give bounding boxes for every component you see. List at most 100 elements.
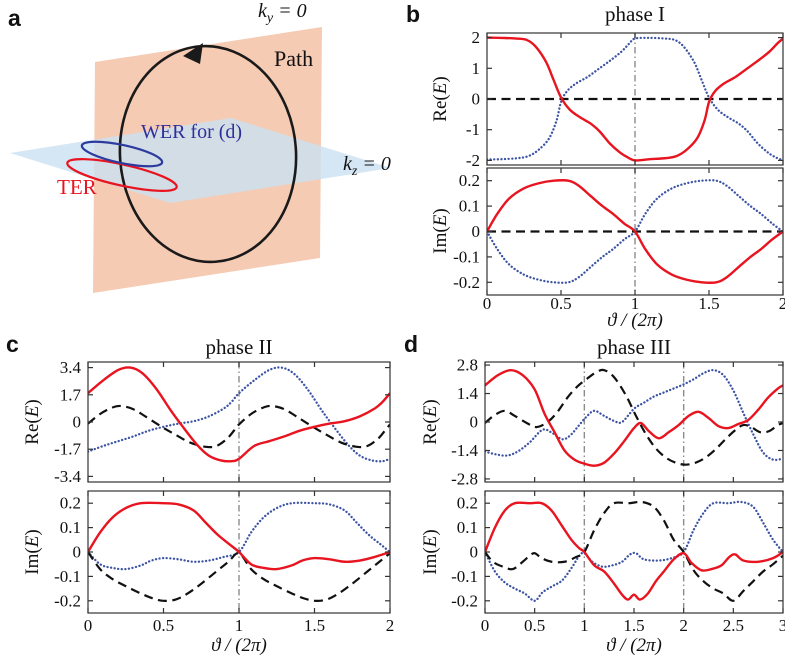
ytick-label-b-im-3: -0.1 [453, 247, 480, 266]
title-phase-2: phase II [205, 335, 273, 359]
xtick-label-c-1: 0.5 [153, 616, 174, 635]
ytick-label-c-re-1: 1.7 [60, 385, 82, 404]
ytick-label-c-re-4: -3.4 [54, 467, 81, 486]
kz-subscript: z [351, 164, 358, 179]
chart-panel-c: 3.41.70-1.7-3.40.20.10-0.1-0.20 0.5 1 1.5 2 [54, 358, 394, 635]
series-c-re-band-red-solid [88, 366, 390, 463]
xlabel-d: ϑ / (2π) [606, 635, 662, 656]
subplot-b-im: 0.20.10-0.1-0.20 0.5 1 1.5 2 [453, 167, 785, 313]
ylabel-b-im: Im(E) [430, 208, 452, 254]
path-arrowhead-icon [183, 43, 203, 64]
ytick-label-b-re-1: 1 [472, 59, 481, 78]
series-c-im-band-red-solid [88, 501, 390, 571]
ky-equation: = 0 [273, 0, 307, 22]
chart-panel-d: 2.81.40-1.4-2.80.20.10-0.1-0.20 0.5 1 1.5 2 2… [451, 356, 785, 635]
panel-a-diagram [10, 27, 391, 293]
series-c-re-band-blue-dotted [88, 366, 390, 463]
ytick-label-b-re-3: -1 [466, 120, 480, 139]
ytick-label-b-re-2: 0 [472, 90, 481, 109]
ytick-label-d-im-4: -0.2 [451, 591, 478, 610]
ytick-label-c-re-2: 0 [73, 413, 82, 432]
subplot-c-re: 3.4 1.7 0 -1.7 -3.4 [54, 358, 391, 486]
wer-label: WER for (d) [141, 121, 243, 143]
series-b-re-band-blue-dotted [487, 36, 783, 162]
tick-marks [486, 33, 784, 165]
xlabel-b: ϑ / (2π) [607, 310, 663, 331]
panel-letter-c: c [6, 331, 19, 357]
ytick-label-d-im-3: -0.1 [451, 567, 478, 586]
xtick-label-c-0: 0 [84, 616, 93, 635]
ytick-label-c-re-3: -1.7 [54, 440, 81, 459]
xtick-label-b-2: 1 [631, 294, 640, 313]
ytick-label-c-im-0: 0.2 [60, 494, 81, 513]
xtick-label-c-3: 1.5 [304, 616, 325, 635]
xtick-label-d-3: 1.5 [623, 616, 644, 635]
wer-ellipse [80, 140, 164, 168]
ytick-label-d-re-3: -1.4 [451, 441, 478, 460]
ylabel-d-im: Im(E) [420, 529, 442, 575]
series-d-re-band-red-solid [485, 368, 783, 467]
xtick-label-d-6: 3 [779, 616, 785, 635]
xtick-label-b-1: 0.5 [550, 294, 571, 313]
subplot-c-im: 0.20.10-0.1-0.20 0.5 1 1.5 2 [54, 490, 395, 635]
chart-panel-b: 210-1-20.20.10-0.1-0.20 0.5 1 1.5 2 [453, 28, 785, 313]
xtick-label-c-4: 2 [386, 616, 395, 635]
series-d-im-band-red-solid [485, 501, 783, 601]
ytick-label-d-re-1: 1.4 [457, 384, 479, 403]
ytick-label-d-im-2: 0 [470, 543, 479, 562]
ytick-label-c-im-3: -0.1 [54, 567, 81, 586]
series-d-im-band-black-dashed [485, 500, 783, 602]
series-b-im-band-red-solid [487, 179, 783, 284]
xtick-label-b-4: 2 [779, 294, 785, 313]
ytick-label-c-im-2: 0 [73, 543, 82, 562]
charts-layer: 210-1-20.20.10-0.1-0.20 0.5 1 1.5 23.41.70-1… [54, 28, 785, 635]
tick-marks [486, 168, 784, 295]
subplot-d-im: 0.20.10-0.1-0.20 0.5 1 1.5 2 2.5 3 [451, 490, 785, 635]
xtick-label-d-5: 2.5 [723, 616, 744, 635]
ky-subscript: y [266, 11, 274, 26]
path-label: Path [274, 46, 314, 71]
kz-equals-zero-label: kz = 0 [343, 154, 391, 180]
ytick-label-b-im-1: 0.1 [459, 197, 480, 216]
ylabel-d-re: Re(E) [420, 399, 442, 445]
ytick-label-d-re-4: -2.8 [451, 469, 478, 488]
ytick-label-b-im-2: 0 [472, 222, 481, 241]
ytick-label-c-re-0: 3.4 [60, 358, 82, 377]
ytick-label-b-re-4: -2 [466, 151, 480, 170]
kz-equation: = 0 [357, 153, 391, 175]
panel-letter-a: a [8, 5, 21, 31]
ytick-label-d-re-0: 2.8 [457, 356, 478, 375]
subplot-b-re: 2 1 0 -1 -2 [466, 28, 784, 170]
ylabel-c-im: Im(E) [22, 529, 44, 575]
axes-box-d-re [484, 361, 784, 483]
kz-symbol: k [343, 153, 352, 175]
panel-letter-d: d [404, 331, 419, 357]
xtick-label-d-0: 0 [481, 616, 490, 635]
series-d-im-band-blue-dotted [485, 500, 783, 602]
tick-marks [484, 362, 784, 482]
ytick-label-d-re-2: 0 [470, 413, 479, 432]
ter-label: TER [57, 175, 97, 199]
series-c-re-band-black-dashed [88, 404, 390, 449]
title-phase-3: phase III [596, 335, 672, 359]
ylabel-c-re: Re(E) [22, 399, 44, 445]
xtick-label-b-3: 1.5 [698, 294, 719, 313]
subplot-d-re: 2.8 1.4 0 -1.4 -2.8 [451, 356, 784, 488]
ytick-label-b-re-0: 2 [472, 28, 481, 47]
xtick-label-c-2: 1 [235, 616, 244, 635]
ytick-label-d-im-0: 0.2 [457, 494, 478, 513]
ytick-label-c-im-4: -0.2 [54, 591, 81, 610]
title-phase-1: phase I [604, 2, 666, 26]
series-c-im-band-blue-dotted [88, 501, 390, 571]
xlabel-c: ϑ / (2π) [211, 635, 267, 656]
xtick-label-b-0: 0 [483, 294, 492, 313]
ytick-label-b-im-4: -0.2 [453, 273, 480, 292]
xtick-label-d-4: 2 [679, 616, 688, 635]
tick-marks [87, 491, 391, 613]
xtick-label-d-1: 0.5 [524, 616, 545, 635]
tick-marks [484, 491, 784, 613]
ky-symbol: k [258, 0, 267, 22]
ytick-label-b-im-0: 0.2 [459, 171, 480, 190]
